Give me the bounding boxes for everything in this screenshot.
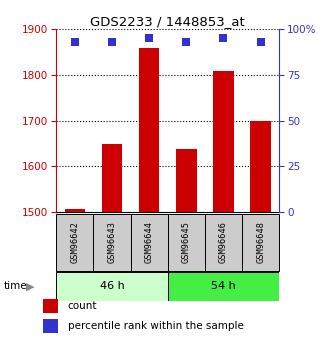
Bar bbox=[42, 299, 58, 313]
Point bbox=[72, 39, 77, 45]
Text: 54 h: 54 h bbox=[211, 281, 236, 291]
Text: percentile rank within the sample: percentile rank within the sample bbox=[68, 321, 244, 331]
Text: GSM96645: GSM96645 bbox=[182, 221, 191, 263]
Text: time: time bbox=[3, 281, 27, 291]
Text: GSM96642: GSM96642 bbox=[70, 221, 79, 263]
Bar bbox=[42, 319, 58, 333]
Text: GSM96643: GSM96643 bbox=[108, 221, 117, 263]
Bar bbox=[205, 214, 242, 271]
Point bbox=[221, 36, 226, 41]
Bar bbox=[213, 71, 234, 212]
Bar bbox=[250, 121, 271, 212]
Text: ▶: ▶ bbox=[26, 281, 35, 291]
Bar bbox=[176, 149, 196, 212]
Point bbox=[184, 39, 189, 45]
Bar bbox=[168, 272, 279, 301]
Text: GSM96646: GSM96646 bbox=[219, 221, 228, 263]
Text: count: count bbox=[68, 302, 97, 312]
Bar bbox=[56, 272, 168, 301]
Point bbox=[109, 39, 115, 45]
Bar bbox=[242, 214, 279, 271]
Text: GSM96644: GSM96644 bbox=[145, 221, 154, 263]
Text: GSM96648: GSM96648 bbox=[256, 221, 265, 263]
Bar bbox=[102, 144, 122, 212]
Point bbox=[147, 36, 152, 41]
Bar bbox=[168, 214, 205, 271]
Bar bbox=[139, 48, 159, 212]
Text: 46 h: 46 h bbox=[100, 281, 124, 291]
Bar bbox=[56, 214, 93, 271]
Bar bbox=[93, 214, 131, 271]
Bar bbox=[131, 214, 168, 271]
Point bbox=[258, 39, 263, 45]
Bar bbox=[65, 209, 85, 212]
Title: GDS2233 / 1448853_at: GDS2233 / 1448853_at bbox=[90, 15, 245, 28]
